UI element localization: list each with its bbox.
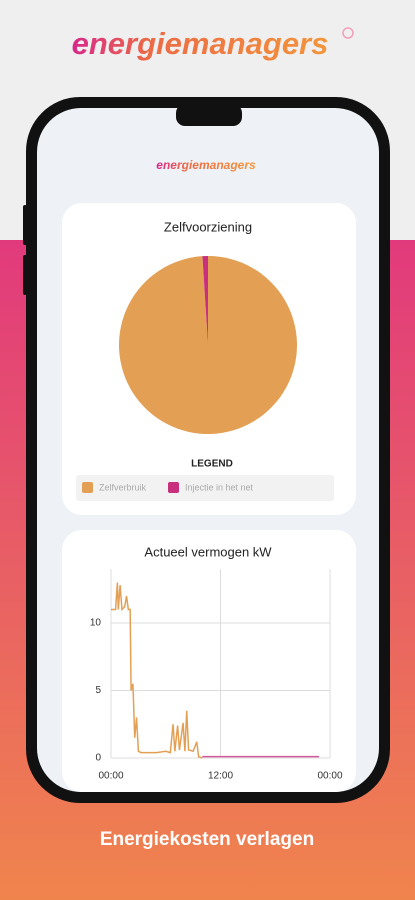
legend-label: Zelfverbruik [99,482,147,492]
tagline: Energiekosten verlagen [100,829,314,850]
x-tick-label: 00:00 [317,771,342,782]
line-title: Actueel vermogen kW [144,544,272,559]
pie-title: Zelfvoorziening [164,219,252,234]
line-card [62,530,356,792]
logo-ring [342,27,354,39]
y-tick-label: 0 [95,753,101,764]
pie-slice [202,256,208,345]
x-tick-label: 12:00 [208,771,233,782]
line-series [111,582,203,759]
legend-box [76,475,334,501]
app-logo: energiemanagers [156,158,256,172]
brand-logo: energiemanagers [72,26,329,61]
legend-title: LEGEND [191,459,233,470]
y-tick-label: 10 [90,618,102,629]
legend-label: Injectie in het net [185,482,254,492]
legend-swatch [168,482,179,493]
phone-button [23,205,27,245]
legend-swatch [82,482,93,493]
phone-notch [176,104,242,126]
phone-button [23,255,27,295]
y-tick-label: 5 [95,685,101,696]
pie-slice [119,256,298,435]
x-tick-label: 00:00 [98,771,123,782]
